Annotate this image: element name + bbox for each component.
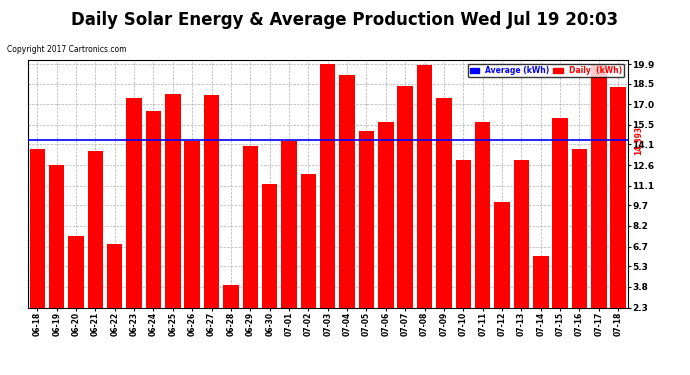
Text: 13.742: 13.742 (34, 308, 40, 335)
Bar (320, 64, 335, 339)
Text: 14.314: 14.314 (189, 308, 195, 335)
Text: 13.604: 13.604 (92, 308, 99, 335)
Text: 13.750: 13.750 (576, 308, 582, 335)
Text: 3.924: 3.924 (228, 313, 234, 335)
Bar (301, 174, 316, 339)
Text: 17.436: 17.436 (131, 308, 137, 335)
Text: 14.008: 14.008 (247, 308, 253, 335)
Bar (165, 94, 181, 339)
Text: 17.736: 17.736 (170, 308, 176, 335)
Bar (397, 86, 413, 339)
Text: 14.368: 14.368 (286, 308, 292, 335)
Bar (572, 149, 587, 339)
Bar (513, 160, 529, 339)
Bar (436, 99, 452, 339)
Bar (282, 141, 297, 339)
Text: Copyright 2017 Cartronics.com: Copyright 2017 Cartronics.com (7, 45, 126, 54)
Text: 15.048: 15.048 (364, 308, 369, 335)
Text: 11.212: 11.212 (266, 308, 273, 335)
Text: 19.864: 19.864 (422, 308, 428, 335)
Text: 17.416: 17.416 (441, 308, 447, 335)
Text: 6.918: 6.918 (112, 313, 118, 335)
Bar (243, 146, 258, 339)
Bar (359, 131, 374, 339)
Bar (262, 184, 277, 339)
Bar (533, 256, 549, 339)
Text: 11.946: 11.946 (306, 308, 311, 335)
Text: 18.234: 18.234 (615, 308, 621, 335)
Bar (88, 151, 103, 339)
Bar (494, 202, 510, 339)
Bar (417, 64, 433, 339)
Bar (475, 122, 491, 339)
Text: 17.670: 17.670 (208, 308, 215, 335)
Bar (378, 122, 393, 339)
Bar (611, 87, 626, 339)
Bar (455, 160, 471, 339)
Text: 19.808: 19.808 (596, 308, 602, 335)
Bar (204, 95, 219, 339)
Text: 19.104: 19.104 (344, 308, 350, 335)
Bar (68, 236, 83, 339)
Text: 5.994: 5.994 (538, 313, 544, 335)
Bar (146, 111, 161, 339)
Text: 12.944: 12.944 (518, 308, 524, 335)
Text: 18.288: 18.288 (402, 308, 408, 335)
Bar (591, 65, 607, 339)
Text: 9.922: 9.922 (499, 313, 505, 335)
Text: 16.518: 16.518 (150, 308, 157, 335)
Bar (126, 98, 142, 339)
Text: 16.032: 16.032 (557, 308, 563, 335)
Bar (49, 165, 64, 339)
Text: 12.968: 12.968 (460, 308, 466, 335)
Bar (184, 141, 200, 339)
Legend: Average (kWh), Daily  (kWh): Average (kWh), Daily (kWh) (468, 64, 624, 77)
Bar (107, 244, 123, 339)
Text: 14.393: 14.393 (634, 126, 643, 155)
Text: 12.634: 12.634 (54, 308, 59, 335)
Bar (30, 149, 45, 339)
Text: Daily Solar Energy & Average Production Wed Jul 19 20:03: Daily Solar Energy & Average Production … (72, 11, 618, 29)
Text: 15.744: 15.744 (480, 308, 486, 335)
Text: 7.504: 7.504 (73, 313, 79, 335)
Text: 15.704: 15.704 (383, 308, 389, 335)
Bar (553, 118, 568, 339)
Text: 19.942: 19.942 (325, 308, 331, 335)
Bar (223, 285, 239, 339)
Bar (339, 75, 355, 339)
